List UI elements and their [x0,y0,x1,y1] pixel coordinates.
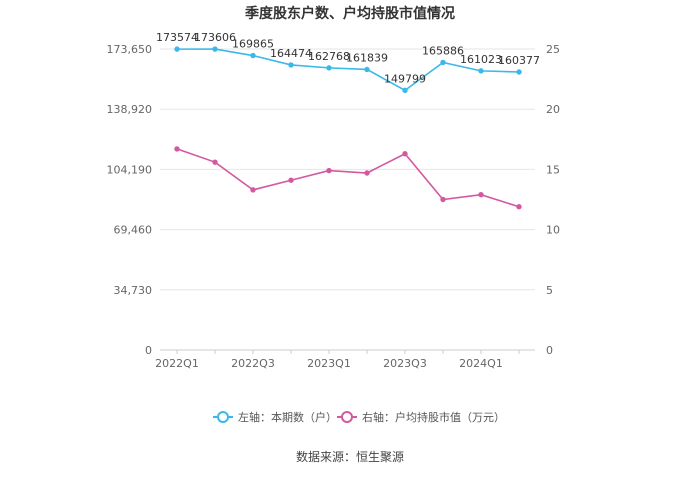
holding-value-point[interactable] [402,151,408,157]
left-tick-label: 173,650 [107,43,153,56]
households-line [176,48,520,92]
legend-marker-holding-value [341,411,353,423]
holding-value-point[interactable] [250,187,256,193]
households-data-label: 169865 [232,38,274,51]
households-point[interactable] [288,62,294,68]
households-data-label: 173574 [156,31,198,44]
households-data-label: 164474 [270,47,312,60]
left-tick-label: 138,920 [107,103,153,116]
x-tick-label: 2024Q1 [459,357,503,370]
holding-value-point[interactable] [364,170,370,176]
holding-value-line [176,148,520,208]
chart-title: 季度股东户数、户均持股市值情况 [244,5,455,22]
left-tick-label: 104,190 [107,163,153,176]
households-data-label: 165886 [422,44,464,57]
right-tick-label: 20 [546,103,560,116]
households-data-label: 149799 [384,72,426,85]
x-tick-label: 2023Q1 [307,357,351,370]
households-point[interactable] [326,65,332,71]
legend-item-households[interactable]: 左轴：本期数（户） [213,410,337,424]
right-tick-label: 25 [546,43,560,56]
legend[interactable]: 左轴：本期数（户） 右轴：户均持股市值（万元） [213,410,505,424]
holding-value-point[interactable] [174,146,180,152]
left-axis: 0 34,730 69,460 104,190 138,920 173,650 [107,43,153,357]
legend-marker-households [217,411,229,423]
households-point[interactable] [516,69,522,75]
households-point[interactable] [212,46,218,52]
x-axis: 2022Q1 2022Q3 2023Q1 2023Q3 2024Q1 [155,350,520,370]
holding-value-point[interactable] [516,204,522,210]
legend-item-holding-value[interactable]: 右轴：户均持股市值（万元） [337,410,505,424]
holding-value-point[interactable] [440,196,446,203]
households-point[interactable] [402,87,408,94]
grid-lines [160,48,535,351]
households-point[interactable] [364,66,370,73]
right-axis: 0 5 10 15 20 25 [546,43,560,357]
households-data-label: 160377 [498,54,540,67]
households-data-label: 161839 [346,51,388,64]
right-tick-label: 0 [546,344,553,357]
holding-value-point[interactable] [326,167,332,174]
holding-value-point[interactable] [212,159,218,165]
households-data-label: 173606 [194,31,236,44]
households-point[interactable] [478,68,484,74]
left-tick-label: 69,460 [114,224,153,237]
x-tick-label: 2022Q1 [155,357,199,370]
right-tick-label: 5 [546,284,553,297]
right-tick-label: 10 [546,224,560,237]
x-tick-label: 2022Q3 [231,357,275,370]
households-point[interactable] [174,46,180,52]
holding-value-point[interactable] [288,177,294,183]
left-tick-label: 0 [145,344,152,357]
source-note: 数据来源：恒生聚源 [296,449,404,464]
households-data-label: 161023 [460,53,502,66]
households-data-label: 162768 [308,50,350,63]
legend-label-holding-value: 右轴：户均持股市值（万元） [362,410,505,424]
left-tick-label: 34,730 [114,284,153,297]
legend-label-households: 左轴：本期数（户） [238,410,337,424]
households-point[interactable] [440,59,446,66]
right-tick-label: 15 [546,163,560,176]
holding-value-point[interactable] [478,191,484,198]
households-point[interactable] [250,52,256,59]
x-tick-label: 2023Q3 [383,357,427,370]
